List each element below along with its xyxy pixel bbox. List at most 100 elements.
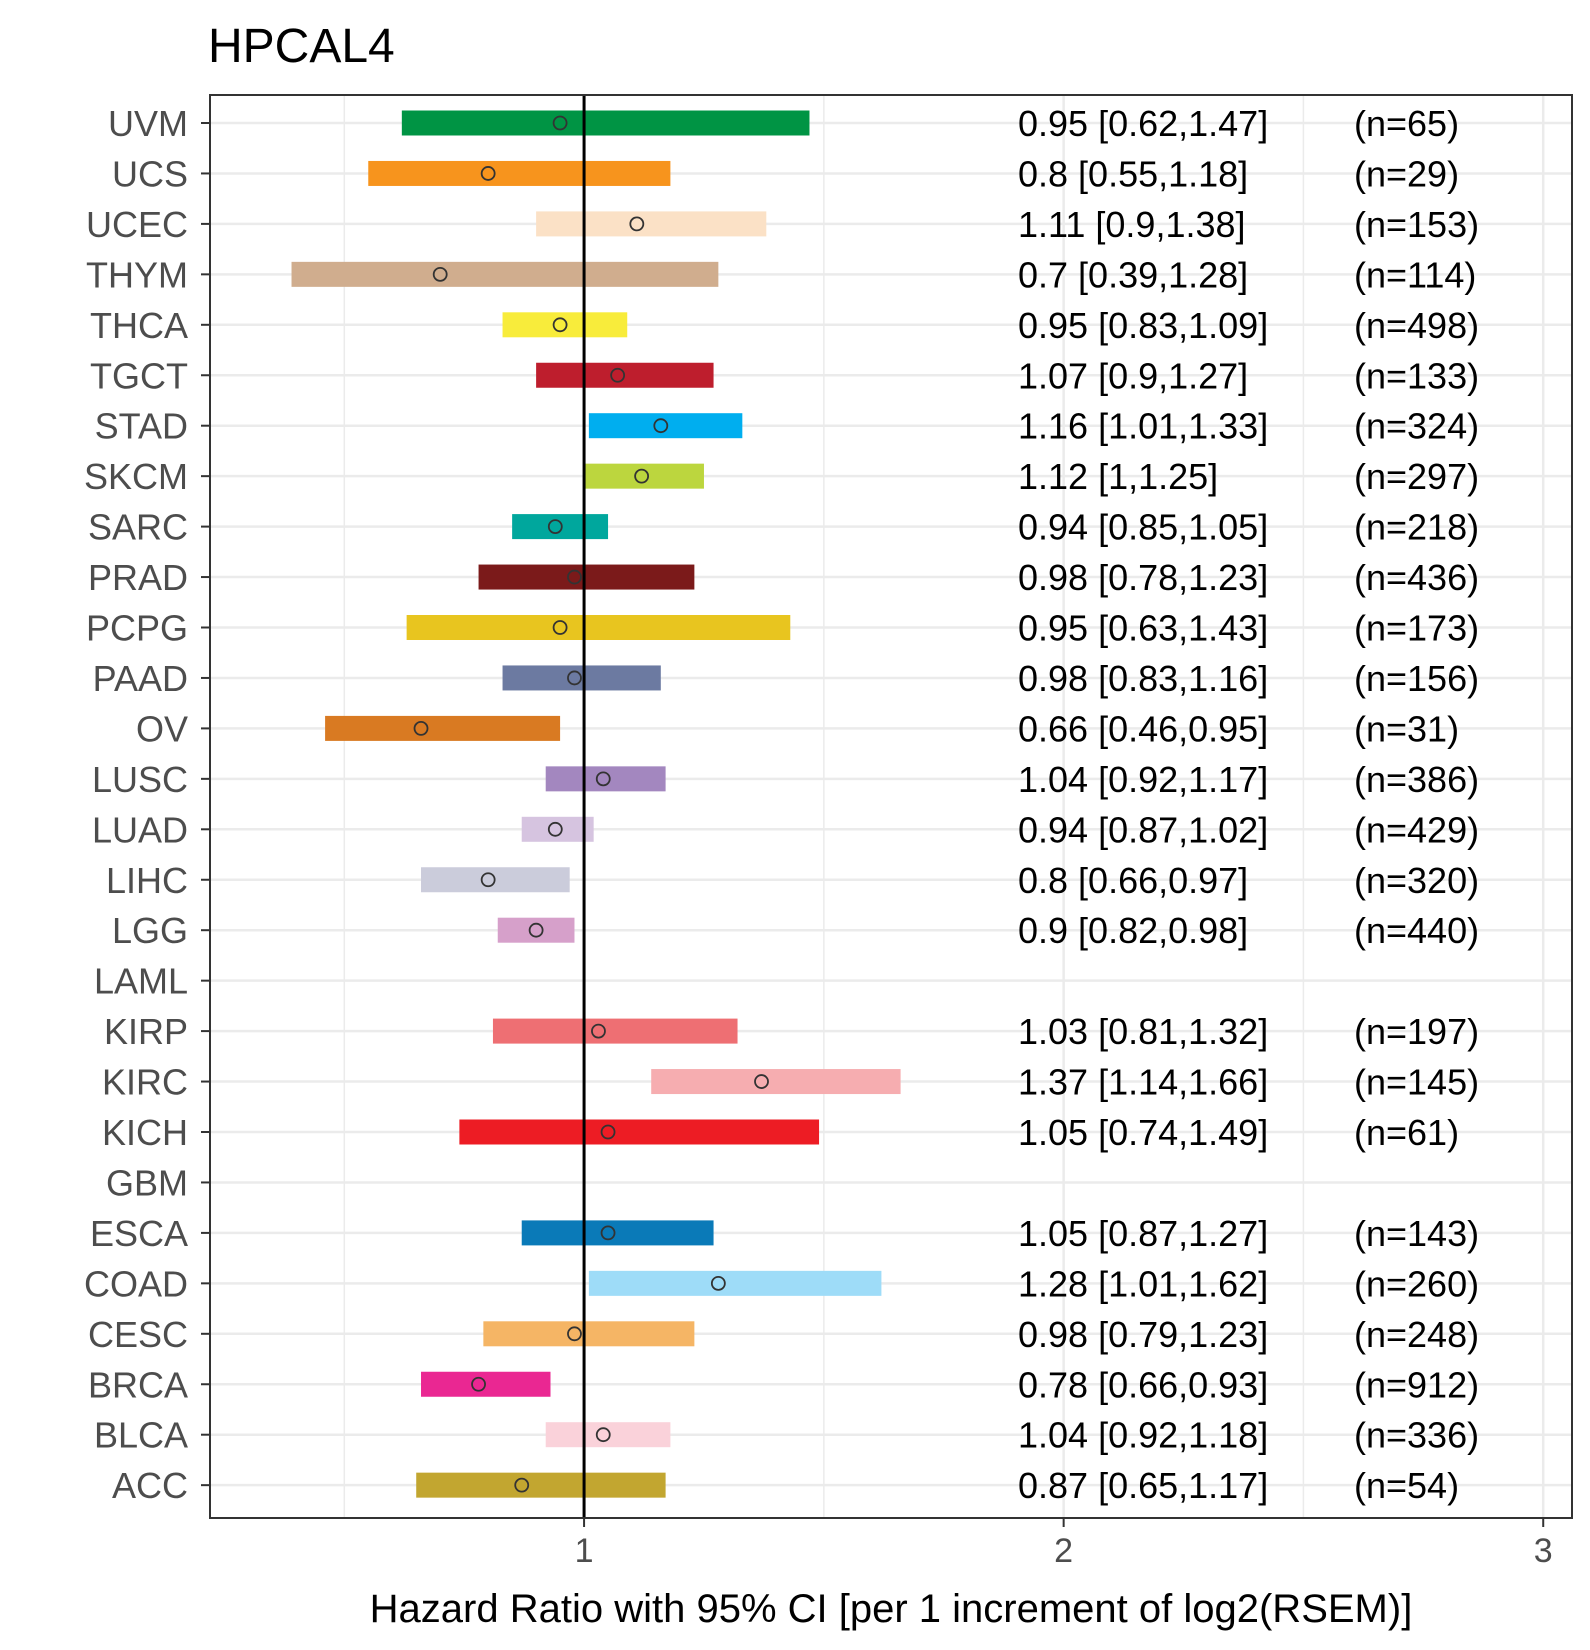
y-label-thym: THYM (86, 254, 188, 295)
n-label-sarc: (n=218) (1354, 507, 1479, 548)
hr-ci-label-prad: 0.98 [0.78,1.23] (1018, 557, 1268, 598)
y-label-kirc: KIRC (102, 1062, 188, 1103)
n-label-uvm: (n=65) (1354, 103, 1459, 144)
n-label-ov: (n=31) (1354, 708, 1459, 749)
y-label-stad: STAD (95, 406, 188, 447)
hr-point-blca (595, 1427, 611, 1443)
y-label-luad: LUAD (92, 809, 188, 850)
ci-bar-luad (521, 816, 594, 842)
y-label-thca: THCA (90, 305, 188, 346)
n-label-brca: (n=912) (1354, 1364, 1479, 1405)
hr-ci-label-ucs: 0.8 [0.55,1.18] (1018, 153, 1248, 194)
hr-ci-label-pcpg: 0.95 [0.63,1.43] (1018, 608, 1268, 649)
hr-ci-label-esca: 1.05 [0.87,1.27] (1018, 1213, 1268, 1254)
hr-point-acc (514, 1477, 530, 1493)
x-axis-title: Hazard Ratio with 95% CI [per 1 incremen… (370, 1587, 1413, 1631)
y-label-ucec: UCEC (86, 204, 188, 245)
hr-points (413, 115, 769, 1493)
x-tick-label: 1 (575, 1532, 594, 1570)
y-label-coad: COAD (84, 1263, 188, 1304)
ci-bar-lgg (497, 917, 575, 943)
hr-ci-label-kich: 1.05 [0.74,1.49] (1018, 1112, 1268, 1153)
hr-point-ov (413, 721, 429, 736)
hr-point-kirc (754, 1074, 769, 1089)
ci-bar-sarc (512, 514, 609, 540)
y-label-lgg: LGG (112, 910, 188, 951)
n-label-stad: (n=324) (1354, 406, 1479, 447)
ci-bar-pcpg (406, 615, 791, 640)
ci-bar-prad (478, 564, 695, 590)
panel-border (209, 94, 1573, 1519)
ci-bar-kirp (492, 1018, 738, 1044)
n-label-thym: (n=114) (1354, 254, 1476, 295)
hr-point-stad (653, 418, 669, 434)
hr-point-esca (600, 1225, 616, 1241)
n-label-prad: (n=436) (1354, 557, 1479, 598)
grid-lines (210, 95, 1572, 1518)
y-label-esca: ESCA (90, 1213, 188, 1254)
x-axis: 1 2 3 (575, 1518, 1553, 1570)
ci-bar-kirc (651, 1069, 901, 1095)
n-label-cesc: (n=248) (1354, 1314, 1479, 1355)
hr-ci-label-skcm: 1.12 [1,1.25] (1018, 456, 1218, 497)
y-label-cesc: CESC (88, 1314, 188, 1355)
hr-point-sarc (547, 519, 563, 534)
n-label-kich: (n=61) (1354, 1112, 1459, 1153)
hr-point-kirp (591, 1023, 606, 1039)
hr-point-thym (432, 266, 448, 282)
y-label-paad: PAAD (93, 658, 188, 699)
n-label-coad: (n=260) (1354, 1263, 1479, 1304)
hr-ci-label-kirp: 1.03 [0.81,1.32] (1018, 1011, 1268, 1052)
y-label-skcm: SKCM (84, 456, 188, 497)
n-label-tgct: (n=133) (1354, 355, 1479, 396)
hr-ci-label-cesc: 0.98 [0.79,1.23] (1018, 1314, 1268, 1355)
hr-ci-label-lusc: 1.04 [0.92,1.17] (1018, 759, 1268, 800)
ci-bar-esca (521, 1220, 714, 1246)
ci-bar-stad (588, 413, 743, 439)
hr-ci-label-lgg: 0.9 [0.82,0.98] (1018, 910, 1248, 951)
hr-point-ucs (480, 166, 496, 181)
ci-bar-ov (325, 715, 561, 741)
hr-ci-label-sarc: 0.94 [0.85,1.05] (1018, 507, 1268, 548)
y-label-prad: PRAD (88, 557, 188, 598)
y-label-gbm: GBM (106, 1162, 188, 1203)
ci-bar-thca (502, 312, 628, 338)
y-label-laml: LAML (94, 961, 188, 1002)
ci-bar-ucec (536, 211, 767, 237)
hr-point-thca (552, 317, 568, 333)
y-label-lusc: LUSC (92, 759, 188, 800)
n-label-kirc: (n=145) (1354, 1062, 1479, 1103)
y-label-ov: OV (136, 708, 188, 749)
hr-point-brca (471, 1376, 486, 1392)
y-label-tgct: TGCT (90, 355, 188, 396)
hr-ci-label-uvm: 0.95 [0.62,1.47] (1018, 103, 1268, 144)
y-label-kich: KICH (102, 1112, 188, 1153)
ci-bar-thym (291, 261, 719, 287)
ci-bar-blca (545, 1422, 671, 1448)
n-label-kirp: (n=197) (1354, 1011, 1479, 1052)
n-label-pcpg: (n=173) (1354, 608, 1479, 649)
hr-point-paad (567, 670, 582, 686)
n-label-lusc: (n=386) (1354, 759, 1479, 800)
n-label-thca: (n=498) (1354, 305, 1479, 346)
hr-ci-label-kirc: 1.37 [1.14,1.66] (1018, 1062, 1268, 1103)
hr-annotations: 0.95 [0.62,1.47] (n=65) 0.8 [0.55,1.18] (n=… (1018, 103, 1479, 1506)
y-label-sarc: SARC (88, 507, 188, 548)
cancer-type-labels: UVM UCS UCEC THYM THCA TGCT STAD SKCM SARC PRAD PC… (84, 103, 210, 1506)
hr-point-coad (710, 1275, 726, 1291)
ci-bar-cesc (483, 1321, 695, 1347)
hr-ci-label-tgct: 1.07 [0.9,1.27] (1018, 355, 1248, 396)
hr-point-kich (600, 1124, 616, 1140)
hr-point-uvm (552, 115, 568, 131)
hr-ci-label-thca: 0.95 [0.83,1.09] (1018, 305, 1268, 346)
hr-ci-label-blca: 1.04 [0.92,1.18] (1018, 1415, 1268, 1456)
hr-point-prad (567, 569, 582, 585)
n-label-luad: (n=429) (1354, 809, 1479, 850)
hr-point-pcpg (552, 620, 568, 635)
y-label-uvm: UVM (108, 103, 188, 144)
ci-bar-lusc (545, 766, 666, 792)
hr-point-tgct (610, 367, 626, 383)
n-label-lgg: (n=440) (1354, 910, 1479, 951)
hr-ci-label-ucec: 1.11 [0.9,1.38] (1018, 204, 1246, 245)
